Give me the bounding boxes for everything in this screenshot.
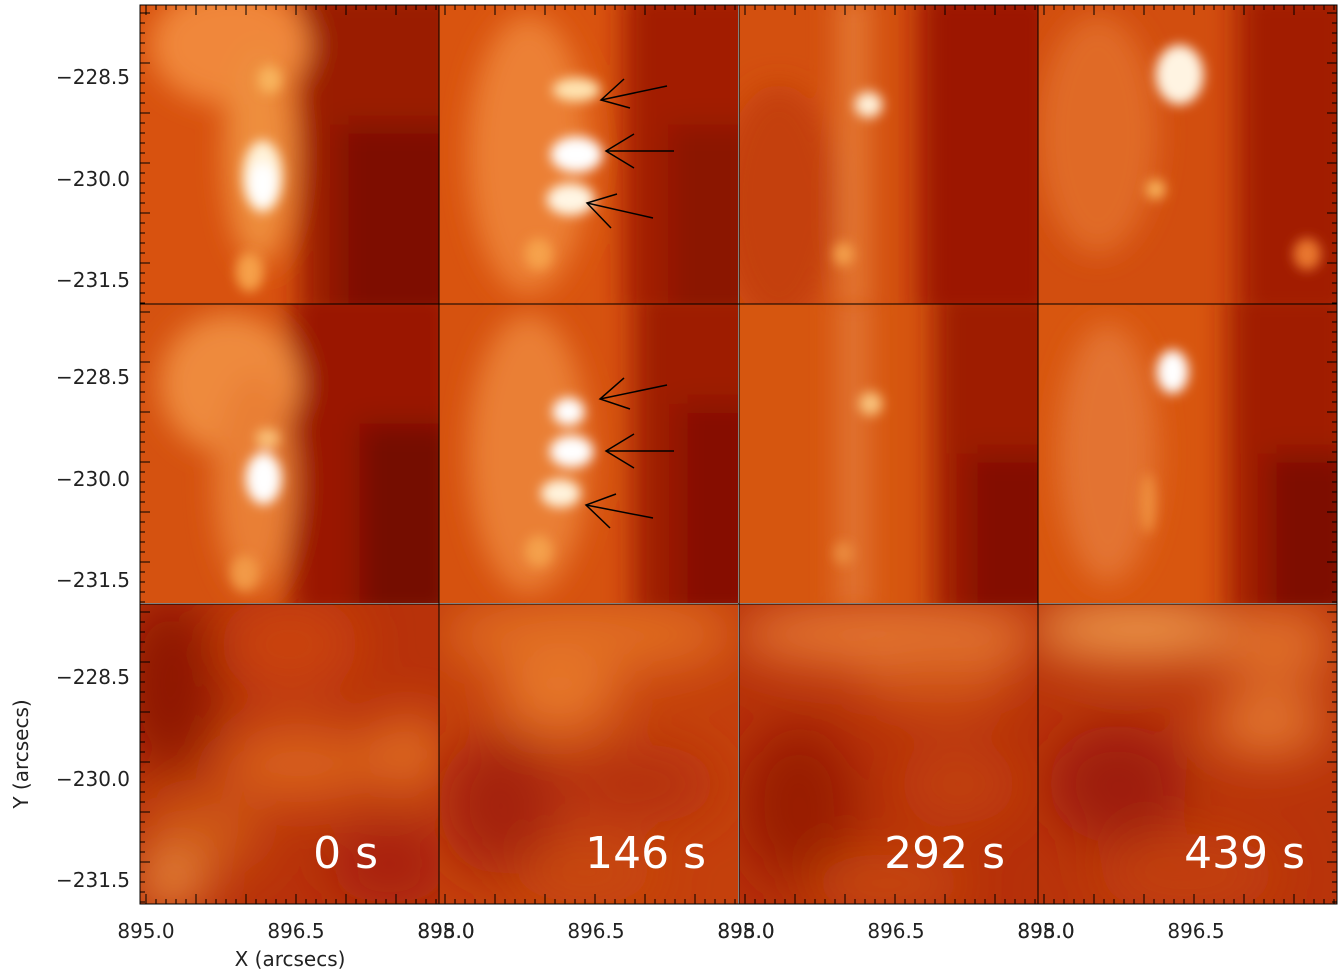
y-tick-label: −231.5 (56, 568, 130, 592)
panel-row3-col3 (739, 604, 1038, 904)
x-tick-label: 896.5 (267, 919, 324, 943)
y-tick-label: −230.0 (56, 167, 130, 191)
x-axis-title: X (arcsecs) (235, 947, 346, 971)
y-tick-label: −228.5 (56, 365, 130, 389)
arrow-icon (600, 85, 668, 101)
x-tick-label: 895.0 (1017, 919, 1074, 943)
x-tick-labels: 895.0 896.5 898.0 895.0 896.5 898.0 895.… (117, 919, 1224, 943)
y-axis-title: Y (arcsecs) (9, 699, 33, 809)
arrow-icon (586, 202, 654, 219)
arrow-icon (585, 193, 618, 229)
time-label-0s: 0 s (313, 828, 378, 879)
panel-row3-col2 (439, 604, 738, 904)
time-label-439s: 439 s (1184, 828, 1305, 879)
arrow-icon (585, 504, 654, 519)
panel-row2-col3 (739, 304, 1038, 603)
y-tick-label: −230.0 (56, 767, 130, 791)
panel-row1-col3 (739, 5, 1038, 304)
y-tick-label: −228.5 (56, 65, 130, 89)
arrow-icon (604, 433, 635, 469)
y-tick-labels: −228.5 −230.0 −231.5 −228.5 −230.0 −231.… (56, 65, 130, 892)
x-tick-label: 898.0 (717, 919, 774, 943)
arrow-icon (599, 78, 631, 109)
arrow-icon (604, 133, 635, 169)
x-tick-label: 898.0 (1017, 919, 1074, 943)
y-tick-label: −231.5 (56, 868, 130, 892)
panel-row1-col4 (1038, 5, 1337, 304)
panel-row3-col4 (1038, 604, 1337, 904)
panel-borders (139, 4, 1338, 905)
x-tick-label: 898.0 (417, 919, 474, 943)
panel-row2-col1 (140, 304, 439, 603)
arrow-icon (598, 377, 631, 410)
arrow-icon (584, 493, 617, 529)
panel-row1-col2 (439, 5, 738, 304)
x-tick-label: 896.5 (567, 919, 624, 943)
y-tick-label: −230.0 (56, 467, 130, 491)
x-tick-label: 895.0 (717, 919, 774, 943)
x-tick-label: 896.5 (867, 919, 924, 943)
arrows-row2 (584, 377, 674, 529)
panel-row1-col1 (140, 5, 439, 304)
arrows-row1 (585, 78, 674, 229)
x-tick-label: 895.0 (117, 919, 174, 943)
x-tick-label: 895.0 (417, 919, 474, 943)
tick-marks (140, 5, 1337, 904)
y-tick-label: −228.5 (56, 665, 130, 689)
y-tick-label: −231.5 (56, 268, 130, 292)
panel-row3-col1 (140, 604, 439, 904)
time-label-292s: 292 s (884, 828, 1005, 879)
time-label-146s: 146 s (585, 828, 706, 879)
panel-row2-col4 (1038, 304, 1337, 603)
panel-row2-col2 (439, 304, 738, 603)
arrow-icon (599, 384, 668, 400)
x-tick-label: 896.5 (1167, 919, 1224, 943)
